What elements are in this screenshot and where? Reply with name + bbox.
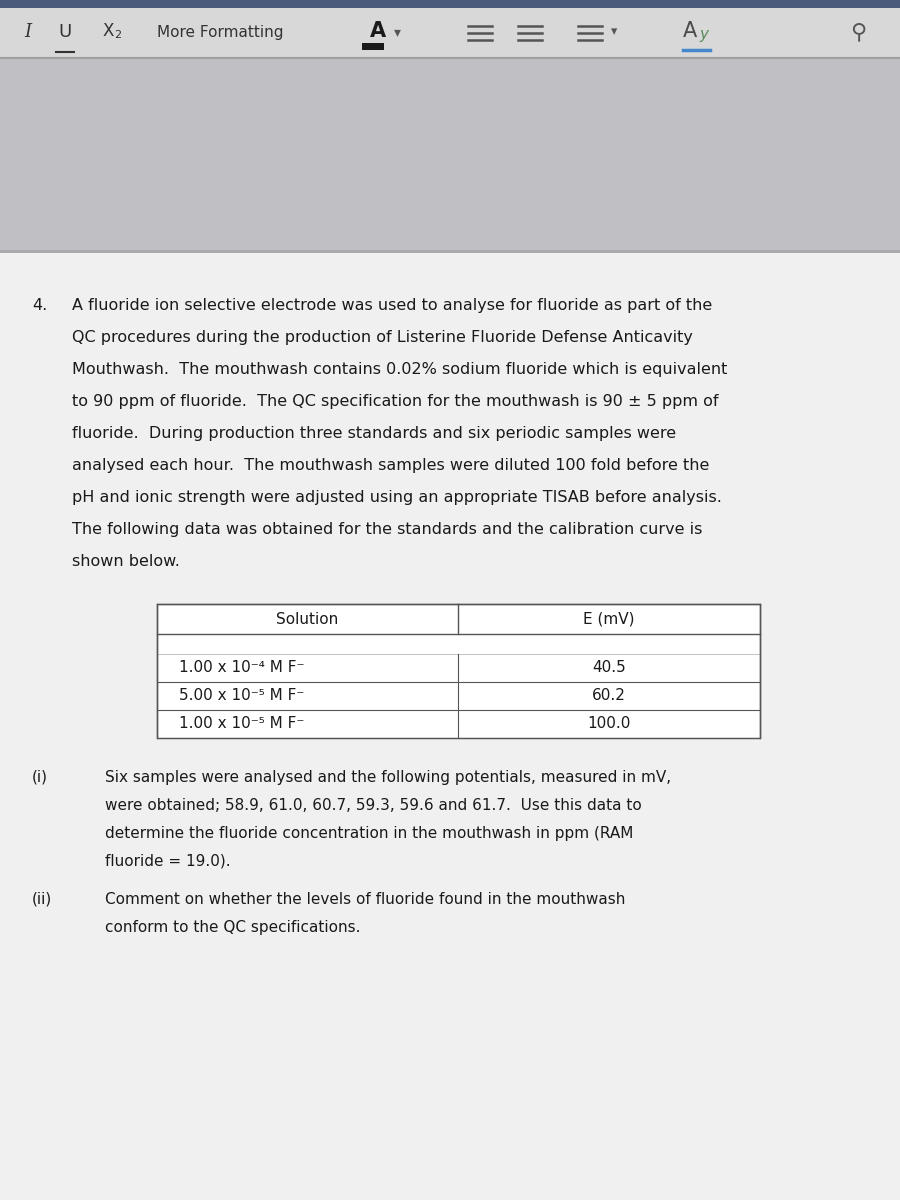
Text: determine the fluoride concentration in the mouthwash in ppm (RAM: determine the fluoride concentration in …: [105, 826, 634, 841]
Text: ▾: ▾: [393, 25, 400, 38]
Text: Six samples were analysed and the following potentials, measured in mV,: Six samples were analysed and the follow…: [105, 770, 671, 785]
Text: 40.5: 40.5: [592, 660, 626, 676]
Text: A: A: [370, 20, 386, 41]
Text: U: U: [58, 23, 72, 41]
Text: E (mV): E (mV): [583, 612, 634, 626]
Text: were obtained; 58.9, 61.0, 60.7, 59.3, 59.6 and 61.7.  Use this data to: were obtained; 58.9, 61.0, 60.7, 59.3, 5…: [105, 798, 642, 814]
Text: Mouthwash.  The mouthwash contains 0.02% sodium fluoride which is equivalent: Mouthwash. The mouthwash contains 0.02% …: [72, 362, 727, 377]
Text: 5.00 x 10⁻⁵ M F⁻: 5.00 x 10⁻⁵ M F⁻: [179, 689, 304, 703]
Text: More Formatting: More Formatting: [157, 24, 284, 40]
Text: 1.00 x 10⁻⁴ M F⁻: 1.00 x 10⁻⁴ M F⁻: [179, 660, 304, 676]
FancyBboxPatch shape: [0, 253, 900, 1200]
Text: y: y: [699, 26, 708, 42]
Text: 2: 2: [114, 30, 122, 40]
Text: X: X: [103, 22, 113, 40]
Text: to 90 ppm of fluoride.  The QC specification for the mouthwash is 90 ± 5 ppm of: to 90 ppm of fluoride. The QC specificat…: [72, 394, 718, 409]
FancyBboxPatch shape: [362, 43, 384, 50]
Text: shown below.: shown below.: [72, 554, 180, 569]
Text: A fluoride ion selective electrode was used to analyse for fluoride as part of t: A fluoride ion selective electrode was u…: [72, 298, 712, 313]
Text: ▾: ▾: [611, 25, 617, 38]
Text: pH and ionic strength were adjusted using an appropriate TISAB before analysis.: pH and ionic strength were adjusted usin…: [72, 490, 722, 505]
FancyBboxPatch shape: [157, 604, 760, 738]
Text: (i): (i): [32, 770, 48, 785]
Text: A: A: [683, 20, 698, 41]
Text: analysed each hour.  The mouthwash samples were diluted 100 fold before the: analysed each hour. The mouthwash sample…: [72, 458, 709, 473]
Text: ⚲: ⚲: [850, 22, 866, 42]
Text: fluoride = 19.0).: fluoride = 19.0).: [105, 854, 230, 869]
Text: conform to the QC specifications.: conform to the QC specifications.: [105, 920, 361, 935]
Text: I: I: [24, 23, 32, 41]
Text: fluoride.  During production three standards and six periodic samples were: fluoride. During production three standa…: [72, 426, 676, 440]
Text: The following data was obtained for the standards and the calibration curve is: The following data was obtained for the …: [72, 522, 702, 538]
Text: 60.2: 60.2: [592, 689, 626, 703]
Text: Solution: Solution: [276, 612, 338, 626]
FancyBboxPatch shape: [0, 8, 900, 58]
FancyBboxPatch shape: [0, 58, 900, 253]
FancyBboxPatch shape: [0, 0, 900, 8]
Text: 100.0: 100.0: [588, 716, 631, 732]
Text: (ii): (ii): [32, 892, 52, 907]
Text: 1.00 x 10⁻⁵ M F⁻: 1.00 x 10⁻⁵ M F⁻: [179, 716, 304, 732]
Text: Comment on whether the levels of fluoride found in the mouthwash: Comment on whether the levels of fluorid…: [105, 892, 626, 907]
Text: 4.: 4.: [32, 298, 47, 313]
Text: QC procedures during the production of Listerine Fluoride Defense Anticavity: QC procedures during the production of L…: [72, 330, 693, 346]
